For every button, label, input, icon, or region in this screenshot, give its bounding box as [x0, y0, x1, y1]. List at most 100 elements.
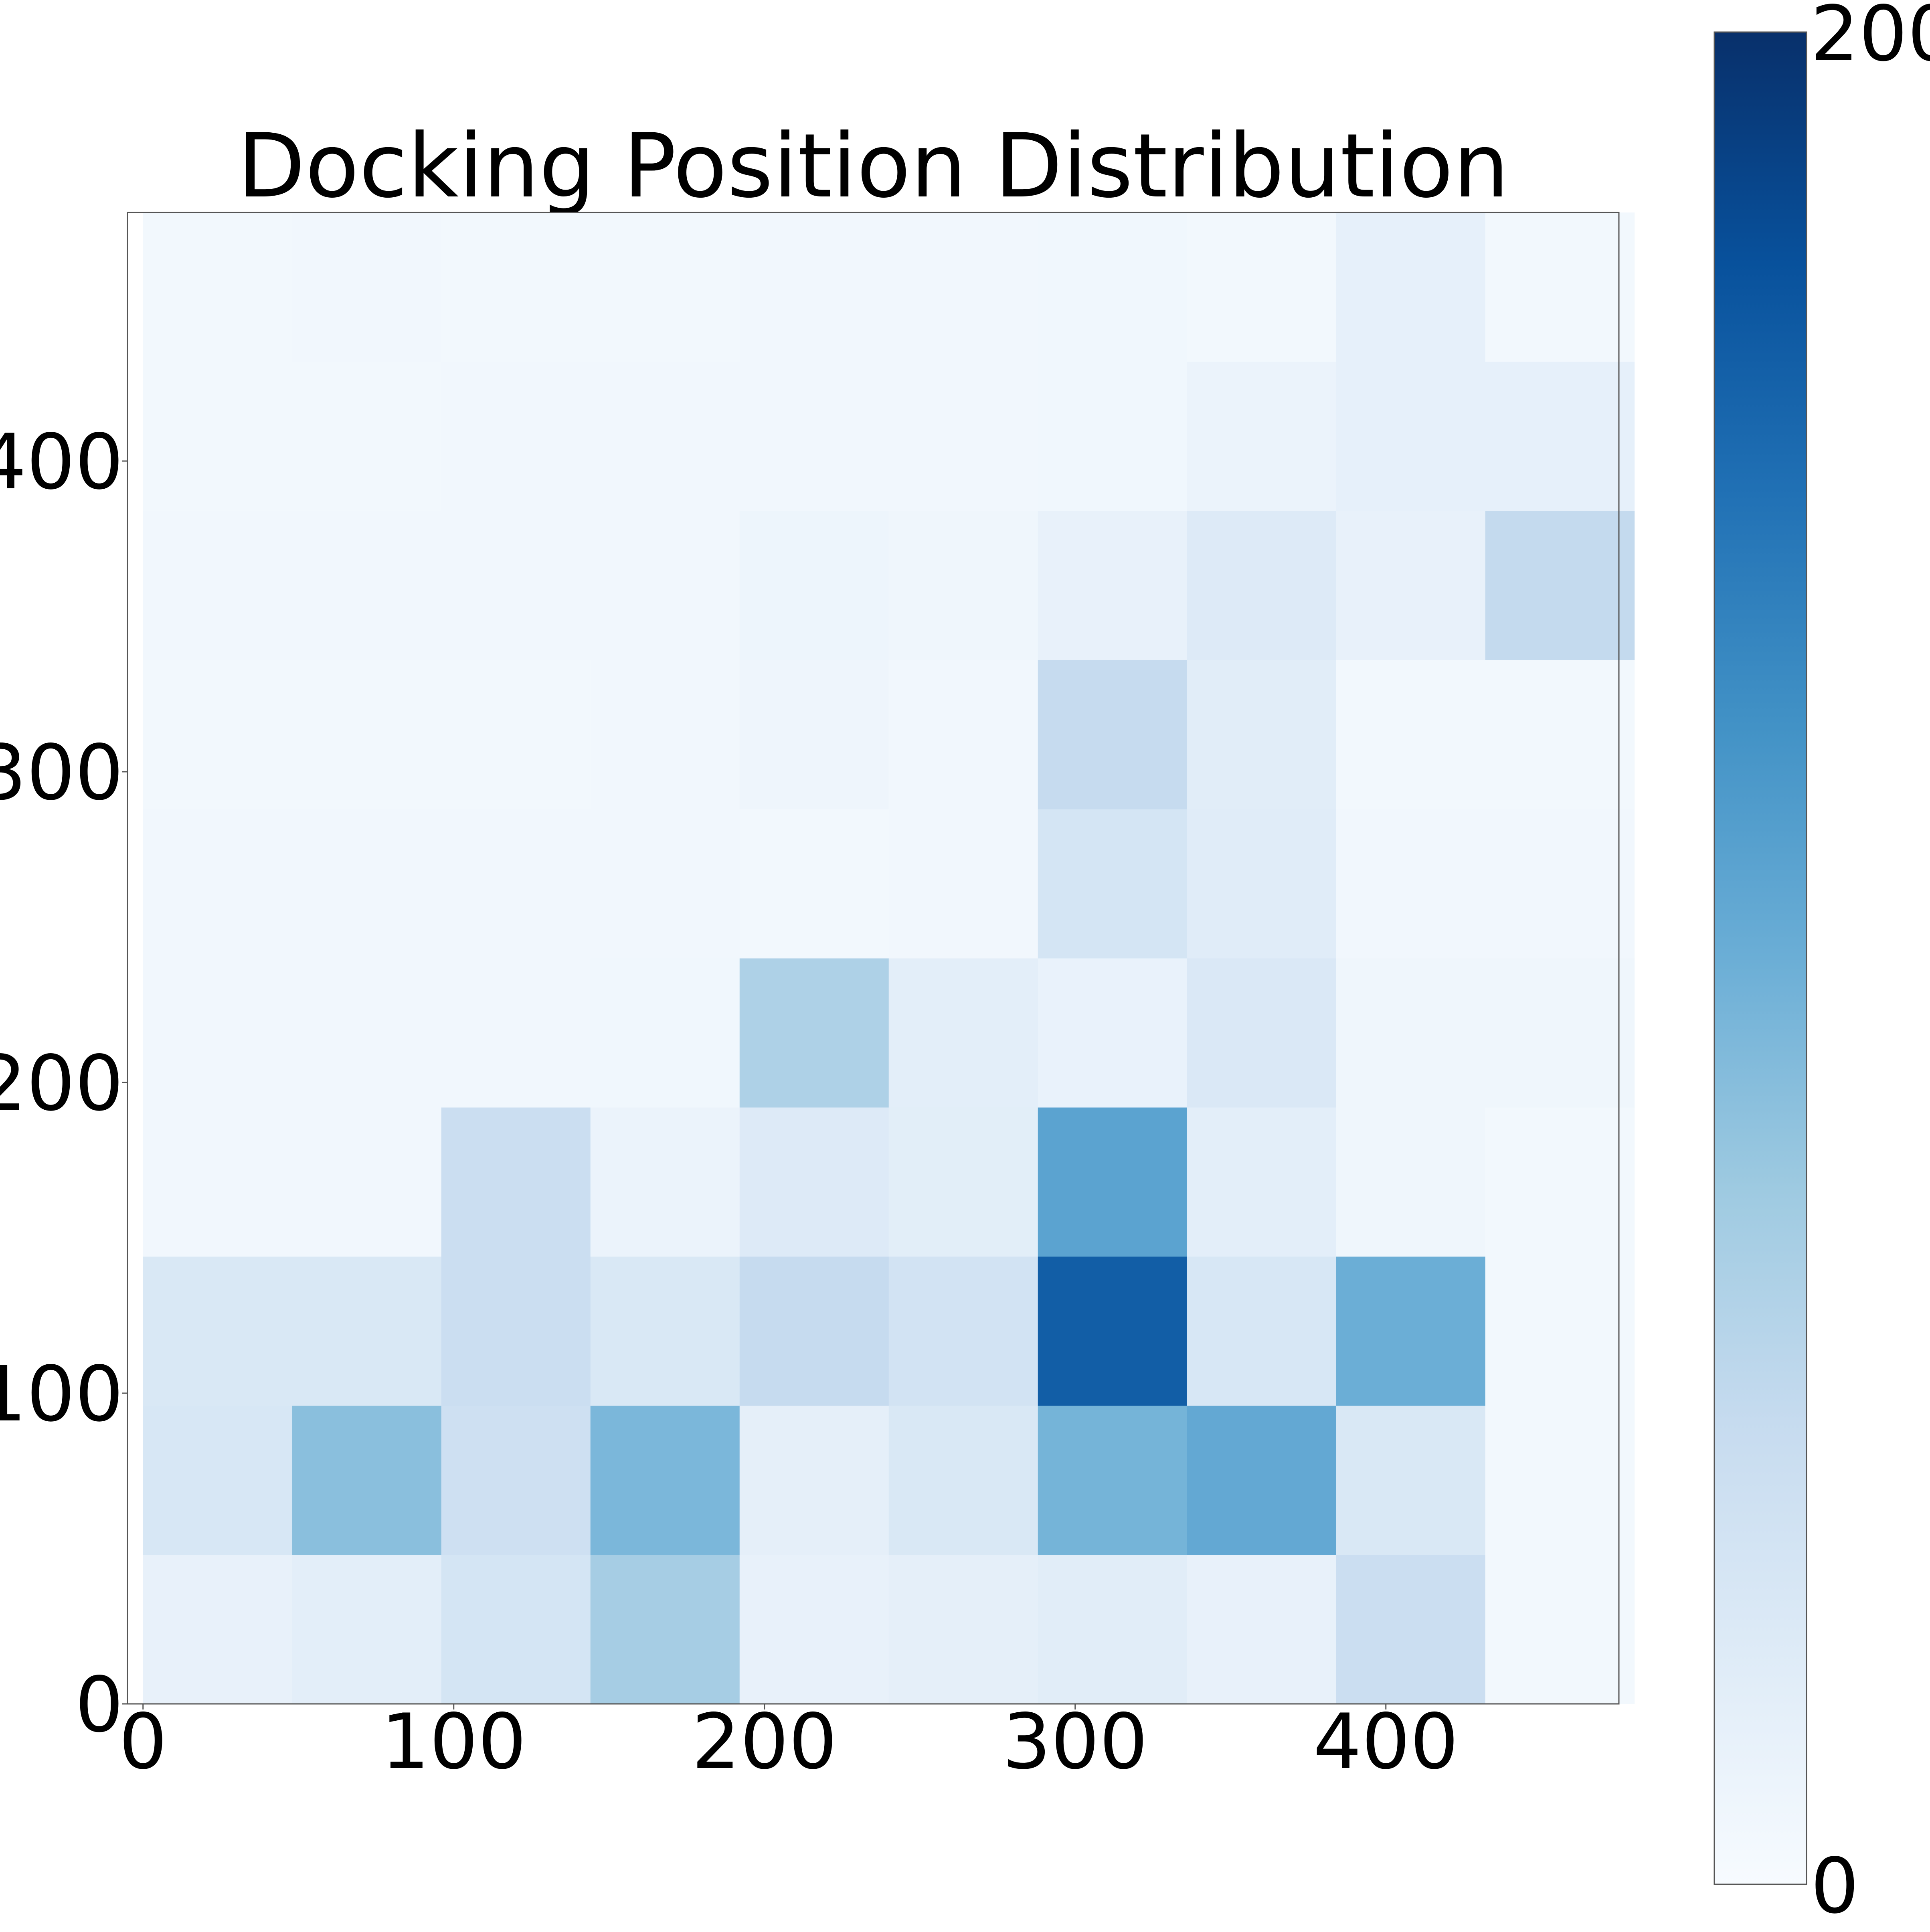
heatmap-cell: [1485, 809, 1635, 959]
heatmap-cell: [1485, 1555, 1635, 1704]
plot-frame: [127, 212, 1620, 1705]
heatmap-cell: [1187, 362, 1337, 511]
heatmap-cell: [1187, 958, 1337, 1108]
heatmap-cell: [1187, 511, 1337, 660]
heatmap-cell: [1336, 1555, 1486, 1704]
heatmap-cell: [1187, 1555, 1337, 1704]
heatmap-cell: [441, 1107, 591, 1257]
heatmap-cell: [143, 362, 293, 511]
heatmap-cell: [739, 362, 889, 511]
heatmap-cell: [590, 1406, 740, 1555]
heatmap-cell: [1187, 1107, 1337, 1257]
heatmap-cell: [888, 958, 1038, 1108]
heatmap-cell: [590, 212, 740, 362]
heatmap-cell: [888, 1555, 1038, 1704]
heatmap-cell: [143, 1555, 293, 1704]
heatmap-cell: [292, 1406, 442, 1555]
heatmap-cell: [143, 1107, 293, 1257]
heatmap-cell: [739, 1555, 889, 1704]
heatmap-cell: [143, 660, 293, 809]
heatmap-cell: [292, 1555, 442, 1704]
heatmap-cell: [1336, 958, 1486, 1108]
heatmap-cell: [739, 660, 889, 809]
heatmap-cell: [1038, 362, 1188, 511]
heatmap-cell: [888, 1107, 1038, 1257]
heatmap-cell: [441, 1406, 591, 1555]
heatmap-cell: [590, 660, 740, 809]
colorbar-max-label: 200: [1811, 0, 1930, 78]
heatmap-cell: [292, 511, 442, 660]
heatmap-cell: [739, 511, 889, 660]
y-tick-label: 0: [75, 1661, 123, 1749]
x-tick-label: 0: [119, 1697, 167, 1786]
heatmap-cell: [441, 1555, 591, 1704]
colorbar-gradient: [1714, 31, 1807, 1885]
heatmap-cell: [590, 1107, 740, 1257]
heatmap-cell: [441, 511, 591, 660]
heatmap-cell: [888, 660, 1038, 809]
heatmap-cell: [739, 212, 889, 362]
heatmap-cell: [739, 809, 889, 959]
heatmap-cell: [1336, 1107, 1486, 1257]
heatmap-cell: [590, 958, 740, 1108]
heatmap-cell: [1336, 660, 1486, 809]
heatmap-cell: [441, 1256, 591, 1406]
heatmap-cell: [441, 212, 591, 362]
heatmap-cell: [1038, 511, 1188, 660]
colorbar: 200 0: [1714, 0, 1930, 1930]
heatmap-cell: [739, 1256, 889, 1406]
heatmap-cell: [1187, 660, 1337, 809]
heatmap-cell: [1485, 660, 1635, 809]
y-tick-label: 200: [0, 1039, 123, 1128]
heatmap-cell: [739, 1406, 889, 1555]
heatmap-cell: [739, 958, 889, 1108]
heatmap-cell: [1336, 511, 1486, 660]
heatmap-cell: [292, 1107, 442, 1257]
heatmap-cell: [888, 1406, 1038, 1555]
heatmap-cell: [292, 958, 442, 1108]
heatmap-cell: [1038, 1406, 1188, 1555]
heatmap-cell: [292, 362, 442, 511]
heatmap-cell: [1336, 1256, 1486, 1406]
x-tick-label: 400: [1313, 1697, 1459, 1786]
heatmap-cell: [590, 511, 740, 660]
x-tick-label: 200: [692, 1697, 837, 1786]
heatmap-cell: [1485, 1406, 1635, 1555]
x-tick-label: 100: [381, 1697, 526, 1786]
heatmap-cell: [1187, 1406, 1337, 1555]
heatmap-cell: [1485, 362, 1635, 511]
heatmap-cell: [590, 1555, 740, 1704]
heatmap-cell: [143, 212, 293, 362]
heatmap-cell: [143, 1406, 293, 1555]
heatmap-cell: [143, 511, 293, 660]
heatmap-cell: [590, 1256, 740, 1406]
heatmap-cell: [1336, 362, 1486, 511]
heatmap-cell: [888, 511, 1038, 660]
heatmap-cell: [590, 809, 740, 959]
y-tick-label: 300: [0, 728, 123, 817]
heatmap-cell: [441, 958, 591, 1108]
x-tick-label: 300: [1002, 1697, 1148, 1786]
chart-title: Docking Position Distribution: [237, 115, 1509, 217]
heatmap-cell: [1485, 1107, 1635, 1257]
x-axis-ticks: 0 100 200 300 400: [119, 1697, 1459, 1786]
heatmap-cell: [1038, 1107, 1188, 1257]
heatmap-cell: [441, 809, 591, 959]
heatmap-cell: [292, 212, 442, 362]
heatmap-cell: [1038, 809, 1188, 959]
heatmap-cell: [1336, 1406, 1486, 1555]
colorbar-min-label: 0: [1811, 1842, 1859, 1930]
heatmap-cell: [590, 362, 740, 511]
heatmap-cell: [1336, 212, 1486, 362]
heatmap-cell: [292, 1256, 442, 1406]
heatmap-cell: [1038, 1256, 1188, 1406]
heatmap-cell: [888, 1256, 1038, 1406]
heatmap-cell: [1187, 1256, 1337, 1406]
y-axis-ticks: 0 100 200 300 400: [0, 418, 127, 1749]
heatmap-cell: [143, 1256, 293, 1406]
y-tick-label: 100: [0, 1350, 123, 1438]
heatmap-cell: [1336, 809, 1486, 959]
heatmap-cells: [143, 212, 1635, 1704]
